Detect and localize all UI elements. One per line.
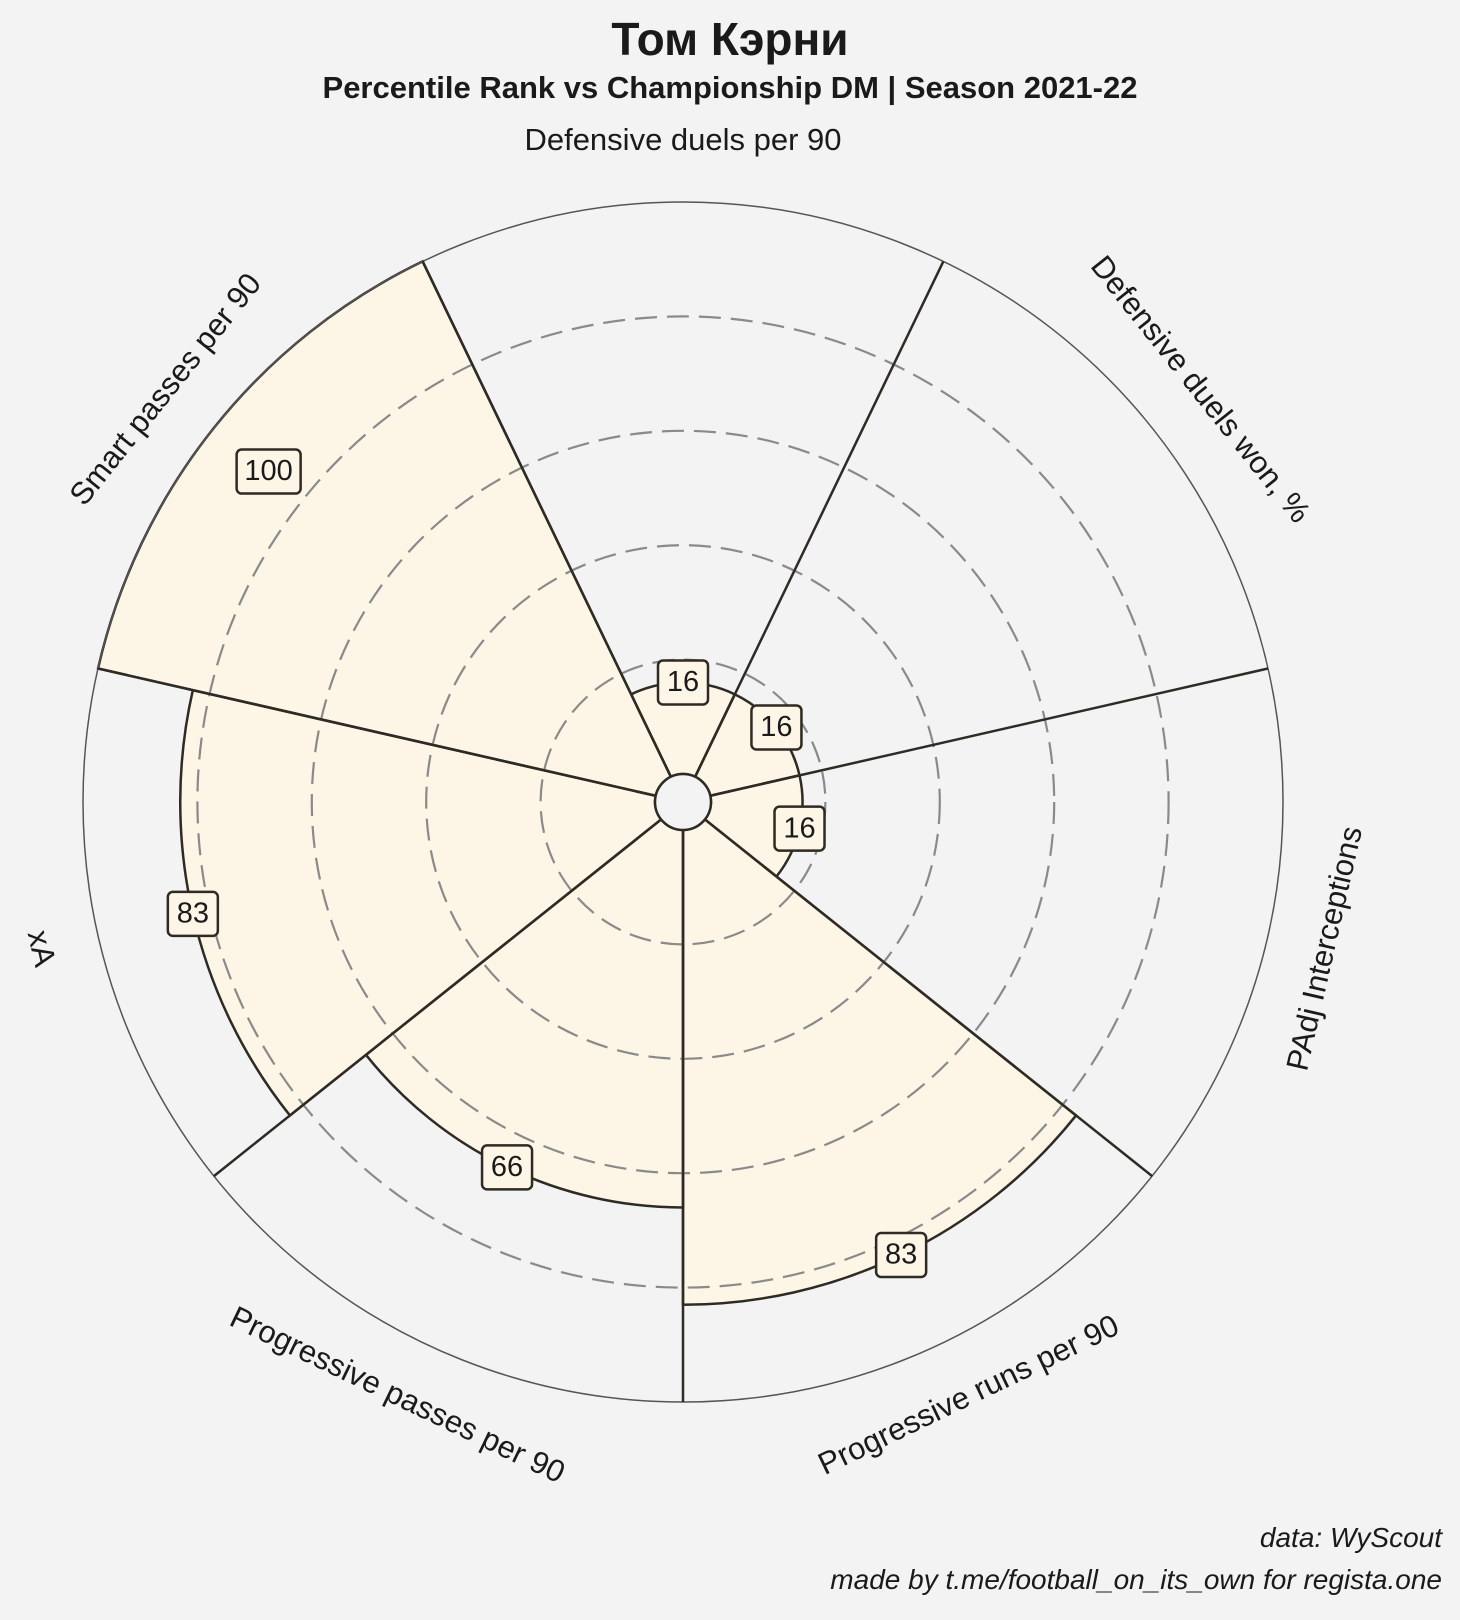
rings-layer: [82, 201, 1284, 1403]
metric-label-5: xA: [21, 927, 63, 970]
center-hole: [653, 772, 713, 832]
value-box-5: [166, 890, 220, 938]
value-box-1: [750, 704, 803, 751]
value-text-6: 100: [244, 455, 292, 487]
reference-ring-3: [196, 315, 1170, 1289]
author-credit: made by t.me/football_on_its_own for reg…: [830, 1564, 1442, 1595]
data-source-credit: data: WyScout: [1259, 1522, 1442, 1553]
value-label-5: 83: [166, 890, 220, 938]
metric-label-2: PAdj Interceptions: [1279, 823, 1369, 1074]
metric-label-3: Progressive runs per 90: [813, 1307, 1125, 1481]
value-box-0: [656, 659, 710, 706]
slices-layer: [96, 259, 1078, 1307]
value-text-3: 83: [885, 1239, 917, 1271]
value-label-2: 16: [773, 805, 826, 852]
value-text-5: 83: [177, 898, 209, 930]
metric-label-4: Progressive passes per 90: [225, 1299, 571, 1490]
chart-subtitle: Percentile Rank vs Championship DM | Sea…: [322, 70, 1138, 105]
value-label-4: 66: [480, 1144, 534, 1191]
spokes-layer: [97, 260, 1269, 1402]
value-text-4: 66: [491, 1151, 523, 1183]
value-label-1: 16: [750, 704, 803, 751]
spoke-1: [694, 260, 945, 778]
value-label-0: 16: [656, 659, 710, 706]
chart-title: Том Кэрни: [611, 13, 849, 65]
spoke-0: [421, 260, 672, 778]
value-box-3: [874, 1231, 928, 1279]
spoke-5: [213, 818, 662, 1178]
value-text-0: 16: [667, 666, 699, 698]
value-box-4: [480, 1144, 534, 1191]
value-box-6: [235, 448, 302, 495]
value-label-6: 100: [235, 448, 302, 495]
value-box-2: [773, 805, 826, 852]
reference-ring-0: [539, 658, 827, 946]
value-labels-layer: 16 16 16 83 66 83 100: [166, 448, 928, 1279]
value-text-1: 16: [760, 711, 792, 743]
spoke-2: [710, 667, 1269, 797]
spoke-3: [704, 818, 1153, 1178]
spoke-6: [97, 667, 656, 797]
value-text-2: 16: [783, 812, 815, 844]
value-label-3: 83: [874, 1231, 928, 1279]
metric-label-0: Defensive duels per 90: [524, 122, 841, 157]
center-layer: [653, 772, 713, 832]
